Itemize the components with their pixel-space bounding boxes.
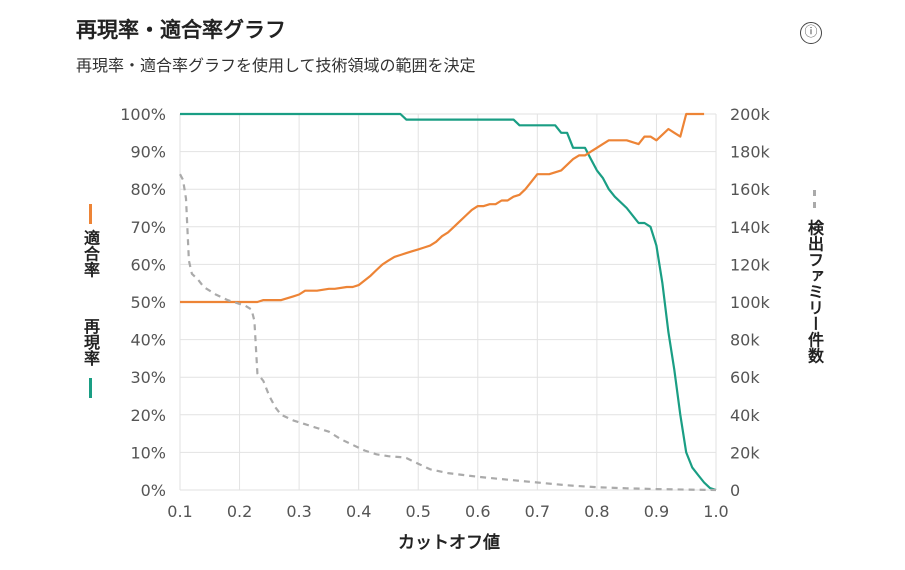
count-axis-label: 検出ファミリー件数 [805, 219, 824, 364]
x-tick-label: 0.4 [346, 502, 371, 521]
y-right-tick-label: 140k [730, 218, 771, 237]
x-tick-label: 0.7 [525, 502, 550, 521]
x-tick-label: 0.6 [465, 502, 490, 521]
y-right-tick-label: 200k [730, 105, 771, 124]
y-left-tick-label: 10% [130, 443, 166, 462]
y-left-tick-label: 70% [130, 218, 166, 237]
y-left-tick-label: 30% [130, 368, 166, 387]
page-title: 再現率・適合率グラフ [76, 18, 286, 42]
precision-line [180, 112, 705, 304]
y-right-tick-label: 180k [730, 143, 771, 162]
count-legend-line [812, 190, 816, 208]
y-left-tick-label: 20% [130, 406, 166, 425]
x-tick-label: 0.2 [227, 502, 252, 521]
info-icon[interactable]: ⓘ [800, 22, 822, 44]
x-tick-label: 0.5 [405, 502, 430, 521]
y-right-tick-label: 120k [730, 255, 771, 274]
y-right-tick-label: 100k [730, 293, 771, 312]
recall-axis-label: 再現率 [81, 318, 100, 366]
y-axis-label-recall: 再現率 [78, 318, 102, 398]
y-left-tick-label: 0% [141, 481, 166, 500]
precision-legend-line [88, 204, 92, 224]
y-left-tick-label: 50% [130, 293, 166, 312]
y-right-tick-label: 40k [730, 406, 760, 425]
precision-axis-label: 適合率 [81, 229, 100, 278]
y-right-tick-label: 60k [730, 368, 760, 387]
y-axis-label-precision: 適合率 [78, 198, 102, 278]
y-left-tick-label: 100% [120, 105, 166, 124]
y-left-tick-label: 90% [130, 143, 166, 162]
y-right-tick-label: 80k [730, 331, 760, 350]
x-tick-label: 0.3 [286, 502, 311, 521]
y-left-tick-label: 40% [130, 331, 166, 350]
y-axis-label-count: 検出ファミリー件数 [802, 190, 826, 364]
x-tick-label: 1.0 [703, 502, 728, 521]
family-count-line [179, 173, 717, 492]
x-tick-label: 0.9 [644, 502, 669, 521]
page-subtitle: 再現率・適合率グラフを使用して技術領域の範囲を決定 [76, 56, 476, 75]
x-axis-label: カットオフ値 [398, 532, 500, 553]
y-right-tick-label: 20k [730, 443, 760, 462]
y-left-tick-label: 80% [130, 180, 166, 199]
y-left-tick-label: 60% [130, 255, 166, 274]
y-right-tick-label: 160k [730, 180, 771, 199]
recall-line [180, 112, 717, 492]
x-tick-label: 0.1 [167, 502, 192, 521]
x-tick-label: 0.8 [584, 502, 609, 521]
y-right-tick-label: 0 [730, 481, 740, 500]
recall-legend-line [88, 377, 92, 398]
